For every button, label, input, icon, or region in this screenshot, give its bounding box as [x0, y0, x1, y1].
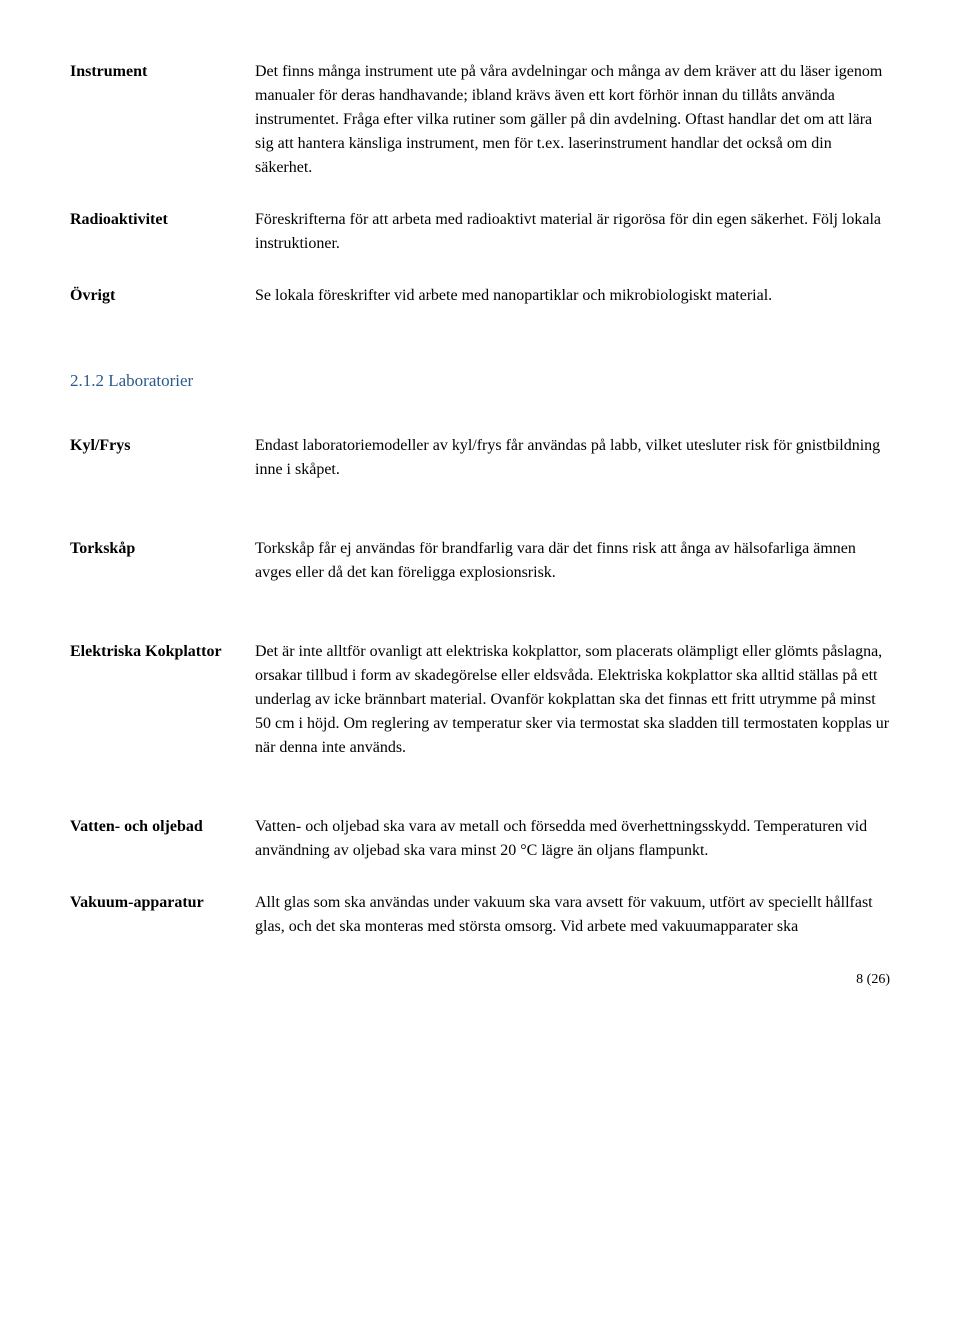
page-number: 8 (26) — [70, 969, 890, 990]
term-text: Endast laboratoriemodeller av kyl/frys f… — [255, 434, 890, 482]
term-label: Instrument — [70, 60, 255, 180]
definition-row: Instrument Det finns många instrument ut… — [70, 60, 890, 180]
definition-row: Elektriska Kokplattor Det är inte alltfö… — [70, 640, 890, 760]
section-heading: 2.1.2 Laboratorier — [70, 368, 890, 394]
definition-row: Kyl/Frys Endast laboratoriemodeller av k… — [70, 434, 890, 482]
definition-row: Torkskåp Torkskåp får ej användas för br… — [70, 537, 890, 585]
term-label: Kyl/Frys — [70, 434, 255, 482]
definition-row: Vatten- och oljebad Vatten- och oljebad … — [70, 815, 890, 863]
term-label: Elektriska Kokplattor — [70, 640, 255, 760]
term-text: Det finns många instrument ute på våra a… — [255, 60, 890, 180]
definition-row: Övrigt Se lokala föreskrifter vid arbete… — [70, 284, 890, 308]
term-label: Vakuum-apparatur — [70, 891, 255, 939]
term-label: Torkskåp — [70, 537, 255, 585]
section-2: Kyl/Frys Endast laboratoriemodeller av k… — [70, 434, 890, 939]
term-text: Det är inte alltför ovanligt att elektri… — [255, 640, 890, 760]
term-text: Föreskrifterna för att arbeta med radioa… — [255, 208, 890, 256]
term-label: Vatten- och oljebad — [70, 815, 255, 863]
term-text: Torkskåp får ej användas för brandfarlig… — [255, 537, 890, 585]
definition-row: Vakuum-apparatur Allt glas som ska använ… — [70, 891, 890, 939]
term-label: Radioaktivitet — [70, 208, 255, 256]
term-text: Allt glas som ska användas under vakuum … — [255, 891, 890, 939]
section-1: Instrument Det finns många instrument ut… — [70, 60, 890, 308]
term-text: Se lokala föreskrifter vid arbete med na… — [255, 284, 890, 308]
term-text: Vatten- och oljebad ska vara av metall o… — [255, 815, 890, 863]
definition-row: Radioaktivitet Föreskrifterna för att ar… — [70, 208, 890, 256]
term-label: Övrigt — [70, 284, 255, 308]
